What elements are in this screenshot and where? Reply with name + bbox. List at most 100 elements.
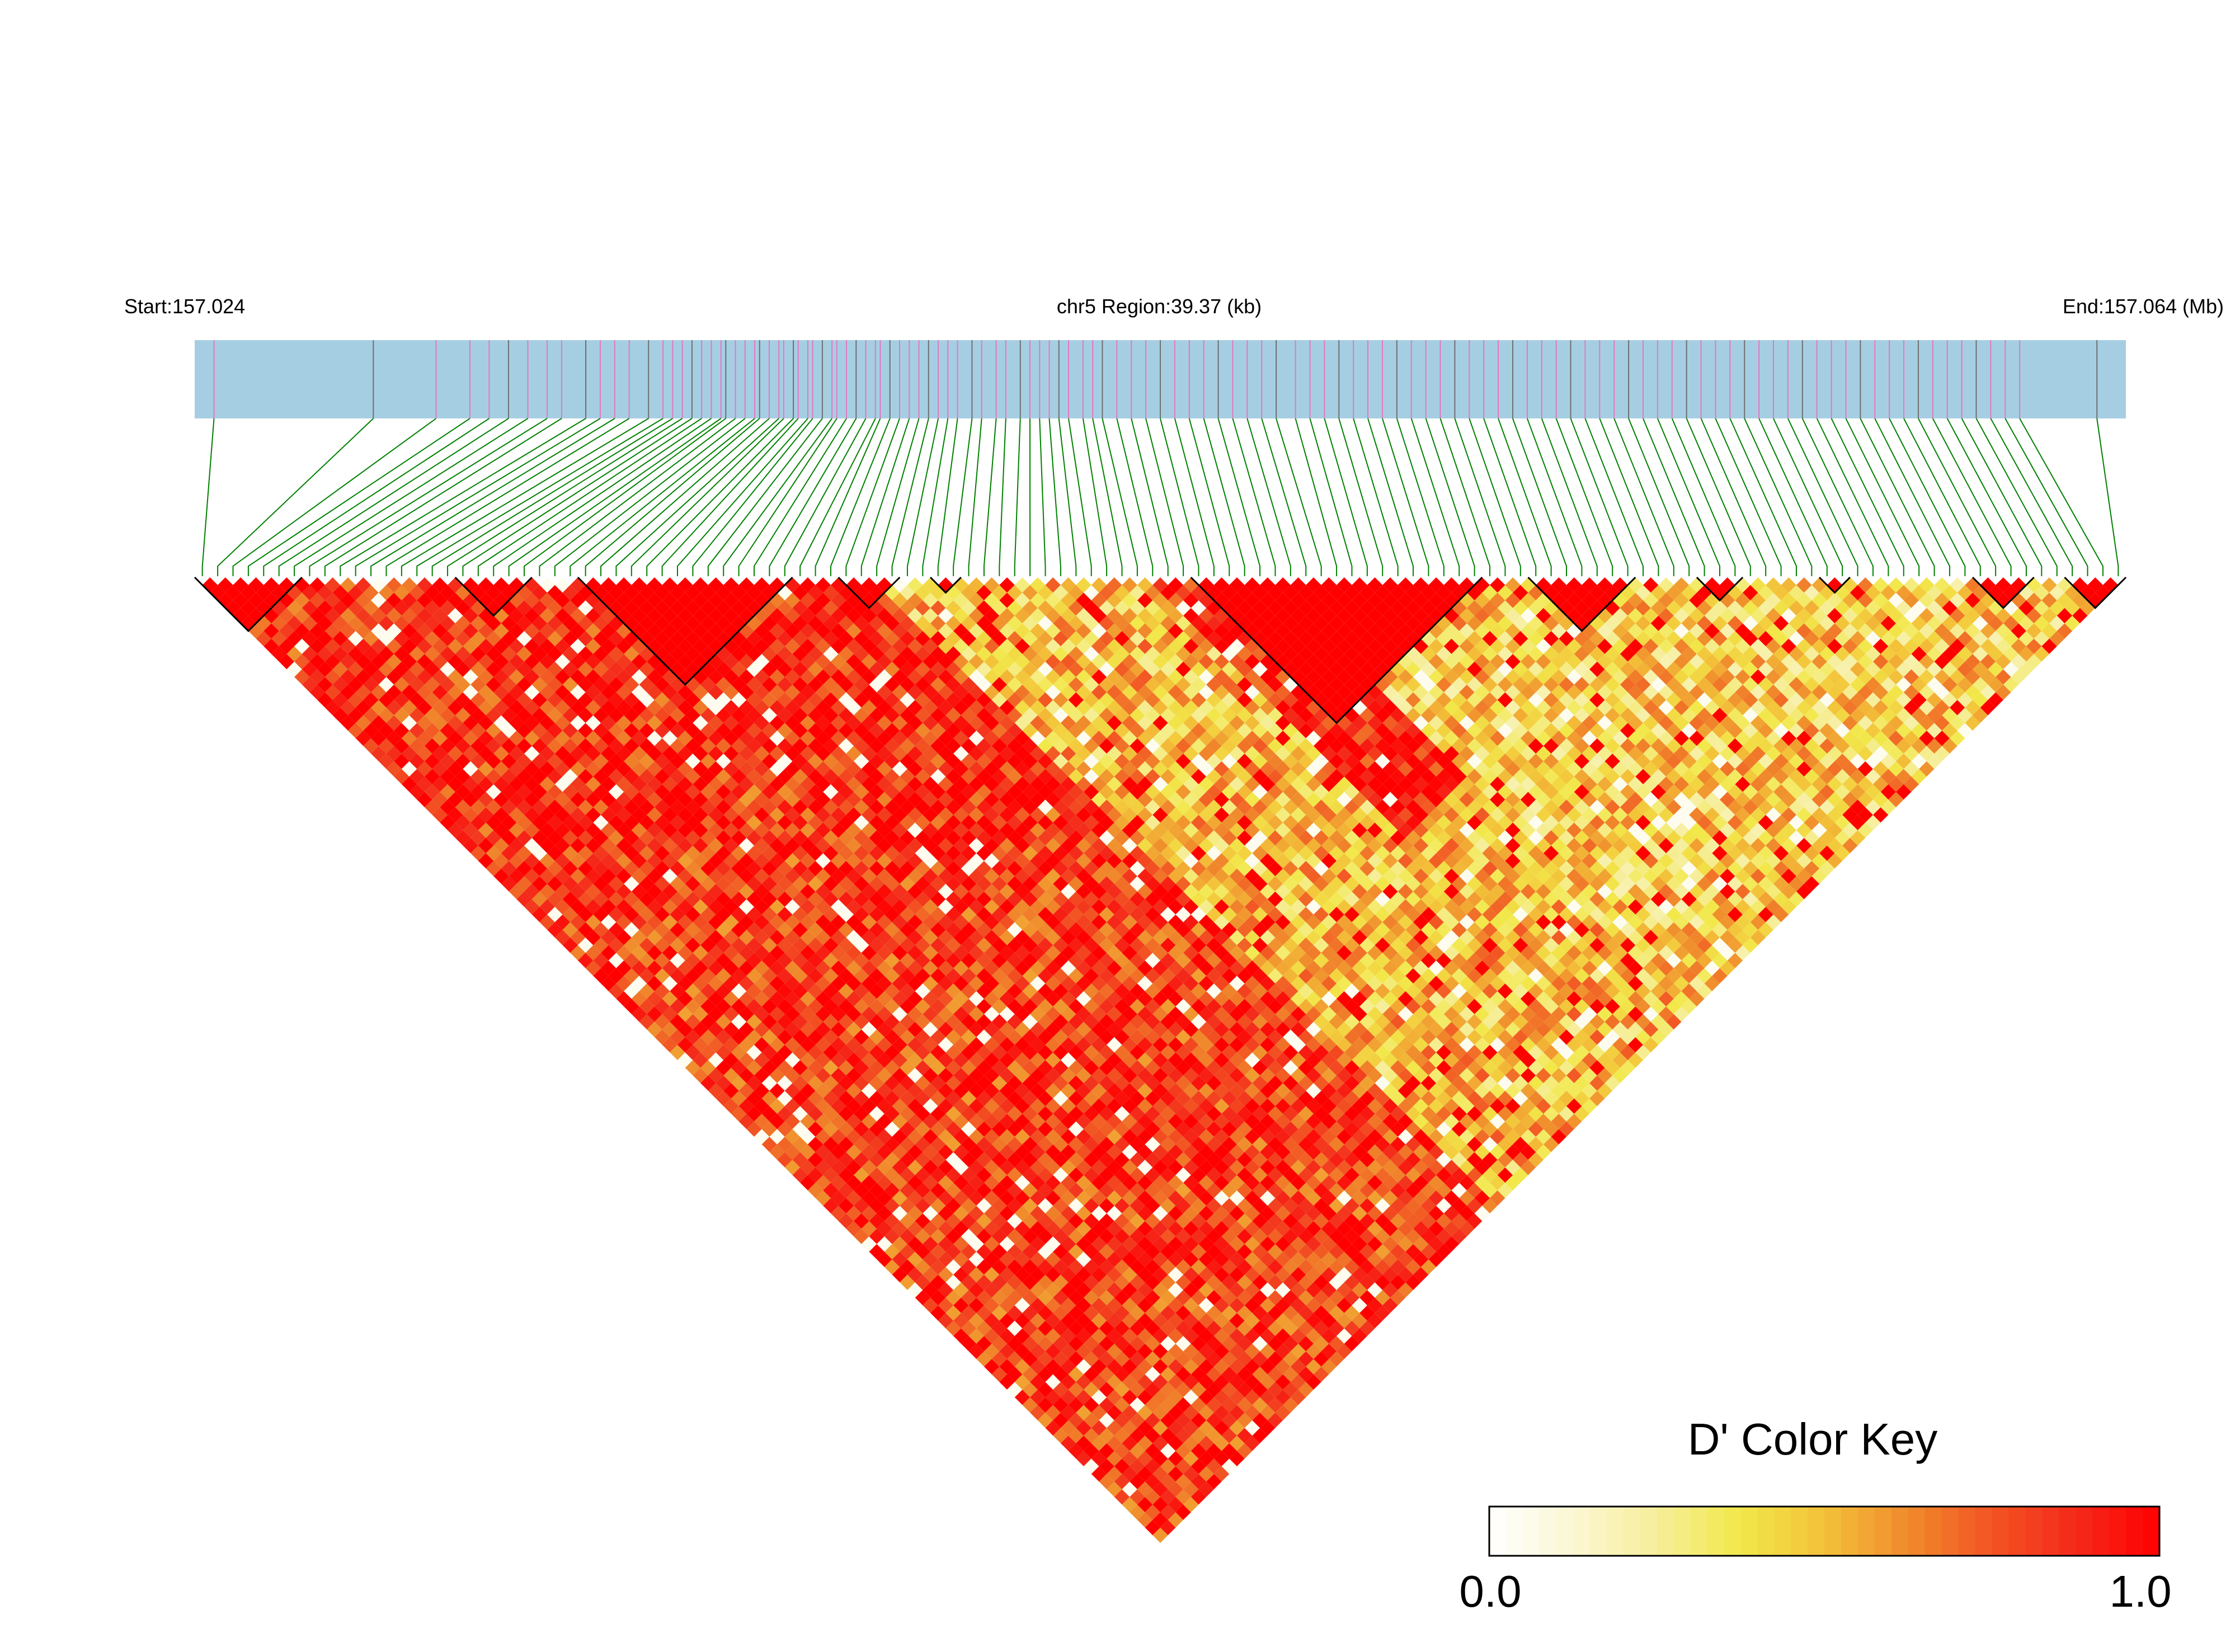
ld-cell xyxy=(869,1152,884,1168)
ld-cell xyxy=(1053,1167,1069,1183)
snp-connector xyxy=(1068,418,1092,576)
ld-cell xyxy=(1145,1474,1160,1490)
ld-cell xyxy=(953,1282,969,1298)
snp-connector xyxy=(1744,418,1813,576)
snp-connector xyxy=(2096,418,2119,576)
ld-cell xyxy=(1037,1244,1053,1260)
ld-cell xyxy=(923,1251,938,1267)
ld-cell xyxy=(800,945,816,961)
ld-cell xyxy=(417,653,432,670)
ld-cell xyxy=(470,630,486,647)
ld-cell xyxy=(1114,1351,1130,1367)
ld-cell xyxy=(516,769,532,784)
ld-cell xyxy=(394,630,410,647)
ld-cell xyxy=(294,638,310,654)
ld-cell xyxy=(516,876,532,892)
ld-cell xyxy=(1191,1474,1207,1490)
snp-connector xyxy=(1773,418,1843,576)
snp-connector xyxy=(324,418,562,576)
ld-cell xyxy=(1091,1436,1107,1451)
ld-cell xyxy=(991,1213,1008,1229)
ld-cell xyxy=(608,922,624,938)
ld-cell xyxy=(1206,1351,1222,1367)
ld-cell xyxy=(1030,1405,1046,1420)
ld-cell xyxy=(440,738,455,754)
ld-cell xyxy=(1014,1328,1031,1344)
ld-cell xyxy=(1107,1282,1122,1298)
ld-cell xyxy=(800,1098,816,1114)
ld-cell xyxy=(324,592,341,608)
ld-cell xyxy=(585,960,601,976)
ld-cell xyxy=(585,883,601,900)
ld-cell xyxy=(999,1098,1015,1114)
ld-cell xyxy=(999,1297,1015,1314)
ld-cell xyxy=(877,1052,892,1068)
ld-cell xyxy=(892,1052,907,1068)
ld-cell xyxy=(685,1029,701,1045)
ld-cell xyxy=(1053,1320,1069,1336)
ld-cell xyxy=(547,845,563,861)
ld-cell xyxy=(493,592,509,608)
snp-ticks xyxy=(213,340,2098,418)
ld-cell xyxy=(1107,1390,1122,1405)
ld-cell xyxy=(777,1060,793,1076)
ld-cell xyxy=(900,1044,915,1060)
ld-cell xyxy=(1037,1305,1053,1321)
snp-connector xyxy=(493,418,712,576)
ld-cell xyxy=(991,1075,1008,1091)
ld-cell xyxy=(593,907,609,923)
ld-cell xyxy=(877,1251,892,1267)
ld-cell xyxy=(493,623,509,639)
ld-cell xyxy=(371,746,387,761)
ld-cell xyxy=(1114,1382,1130,1397)
ld-cell xyxy=(984,1282,1000,1298)
ld-cell xyxy=(700,1075,716,1091)
ld-cell xyxy=(1076,1236,1091,1252)
ld-cell xyxy=(516,723,532,738)
ld-cell xyxy=(892,1190,907,1206)
ld-cell xyxy=(394,707,410,723)
ld-cell xyxy=(562,754,578,769)
ld-cell xyxy=(1030,1297,1046,1314)
ld-cell xyxy=(624,983,639,999)
ld-cell xyxy=(738,1113,754,1129)
ld-cell xyxy=(961,1274,977,1290)
ld-cell xyxy=(1160,1259,1176,1275)
ld-cell xyxy=(340,577,356,593)
snp-connector xyxy=(1671,418,1736,576)
ld-cell xyxy=(378,707,394,723)
ld-cell xyxy=(1168,1313,1184,1329)
ld-cell xyxy=(915,1075,931,1091)
ld-cell xyxy=(1060,1405,1076,1420)
ld-cell xyxy=(608,784,624,800)
ld-cell xyxy=(815,1160,831,1175)
ld-cell xyxy=(271,646,287,662)
ld-cell xyxy=(700,999,716,1014)
ld-cell xyxy=(1014,1206,1031,1221)
ld-cell xyxy=(823,1152,839,1168)
ld-cell xyxy=(800,1113,816,1129)
ld-cell xyxy=(723,976,739,991)
ld-cell xyxy=(838,1167,854,1183)
ld-cell xyxy=(531,815,548,831)
ld-cell xyxy=(769,1129,785,1145)
ld-cell xyxy=(1152,1527,1168,1543)
ld-cell xyxy=(838,1183,854,1198)
ld-cell xyxy=(800,1160,816,1175)
ld-cell xyxy=(700,968,716,984)
snp-connector xyxy=(1918,418,1997,576)
ld-cell xyxy=(448,715,463,731)
ld-cell xyxy=(394,738,410,754)
ld-cell xyxy=(938,1098,954,1114)
ld-cell xyxy=(991,1305,1008,1321)
ld-cell xyxy=(371,608,387,624)
ld-cell xyxy=(509,653,525,670)
snp-connector xyxy=(1082,418,1108,576)
ld-cell xyxy=(923,1221,938,1237)
ld-cell xyxy=(516,860,532,877)
ld-cell xyxy=(1030,1267,1046,1283)
ld-cell xyxy=(892,991,907,1007)
ld-cell xyxy=(1152,1512,1168,1528)
ld-cell xyxy=(1175,1336,1191,1352)
ld-cell xyxy=(524,837,540,854)
